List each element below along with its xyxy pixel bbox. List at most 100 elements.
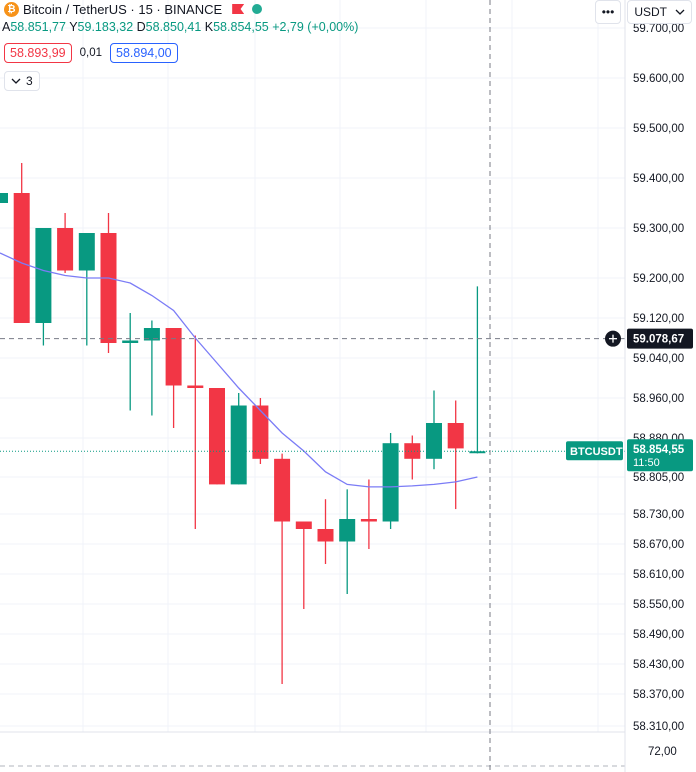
candle [252, 398, 269, 464]
candle [339, 489, 356, 594]
low-label: D [136, 20, 146, 34]
candle-body [382, 443, 399, 522]
market-open-icon [252, 4, 263, 14]
crosshair-price-label: 59.078,67 [633, 334, 684, 346]
price-axis[interactable]: 59.700,00 59.600,00 59.500,00 59.400,00 59.3… [566, 0, 696, 772]
chart-grid [0, 0, 625, 767]
candle-body [187, 385, 204, 388]
price-tick-label: 58.960,00 [633, 393, 684, 405]
close-label: K [204, 20, 214, 34]
open-value: 58.851,77 [10, 20, 66, 34]
bitcoin-icon: ₿ [4, 1, 19, 17]
price-tick-label: 58.730,00 [633, 509, 684, 521]
price-tick-label: 59.040,00 [633, 353, 684, 365]
symbol-header: ₿ Bitcoin / TetherUS · 15 · BINANCE [4, 0, 263, 18]
low-value: 58.850,41 [145, 20, 202, 34]
high-value: 59.183,32 [77, 20, 134, 34]
candle-body [13, 193, 30, 323]
candle [187, 335, 204, 529]
candle-body [165, 328, 182, 386]
candle [57, 213, 74, 273]
candle-body [469, 451, 486, 454]
indicators-toggle[interactable]: 3 [4, 71, 40, 91]
candle-body [143, 328, 160, 341]
candle [100, 213, 117, 353]
candle [360, 479, 377, 549]
high-label: Y [69, 20, 78, 34]
price-tick-label: 59.500,00 [633, 123, 684, 135]
candle-body [209, 388, 225, 485]
price-tick-label: 58.805,00 [633, 472, 684, 484]
indicator-count: 3 [26, 74, 33, 88]
last-price-label-bg [627, 439, 693, 472]
candle [382, 433, 399, 529]
spread-value: 0,01 [79, 47, 102, 59]
candle [165, 328, 182, 428]
symbol-label-bg [566, 441, 623, 461]
candle [317, 499, 334, 564]
buy-button[interactable]: 58.894,00 [110, 43, 178, 63]
symbol-label: BTCUSDT [570, 446, 623, 458]
candle-body [122, 340, 139, 343]
close-value: 58.854,55 [213, 20, 269, 34]
trade-buttons: 58.893,99 0,01 58.894,00 [4, 43, 178, 63]
price-tick-label: 58.490,00 [633, 629, 684, 641]
candle-body [295, 521, 312, 529]
plus-circle-icon[interactable] [605, 330, 621, 347]
price-tick-label: 59.700,00 [633, 23, 684, 35]
candle-body [100, 233, 117, 343]
crosshair-price-label-bg [627, 328, 693, 349]
candlestick-series [0, 163, 486, 684]
candle [13, 163, 30, 323]
price-tick-label: 58.550,00 [633, 599, 684, 611]
candle-body [274, 458, 291, 522]
candle [143, 320, 160, 416]
candle [295, 521, 312, 609]
price-tick-label: 58.370,00 [633, 689, 684, 701]
candle-body [404, 443, 421, 459]
price-tick-label: 59.120,00 [633, 313, 684, 325]
currency-select[interactable]: USDT [627, 0, 692, 24]
price-axis-background [625, 0, 696, 772]
chevron-down-icon [675, 9, 685, 15]
candle [426, 390, 442, 470]
candle-body [426, 423, 442, 459]
more-button[interactable]: ••• [594, 0, 622, 24]
candle [230, 393, 247, 485]
candle [469, 286, 486, 454]
countdown-label: 11:50 [633, 457, 660, 469]
candle-body [35, 228, 52, 323]
candle-body [252, 405, 269, 459]
top-toolbar: ••• USDT [594, 0, 692, 24]
volume-tick-label: 72,00 [648, 746, 677, 758]
candle [0, 193, 8, 203]
flag-icon[interactable] [232, 4, 245, 14]
candle [35, 228, 52, 346]
change-value: +2,79 (+0,00%) [272, 20, 359, 34]
moving-average-line [0, 252, 478, 488]
candle-body [230, 405, 247, 485]
sell-button[interactable]: 58.893,99 [4, 43, 72, 63]
price-tick-label: 59.300,00 [633, 223, 684, 235]
price-tick-label: 59.400,00 [633, 173, 684, 185]
candle-body [57, 228, 74, 271]
candle-body [317, 529, 334, 542]
candle-body [339, 519, 356, 542]
symbol-title[interactable]: Bitcoin / TetherUS · 15 · BINANCE [23, 1, 223, 17]
candle [274, 453, 291, 684]
candle [78, 233, 95, 346]
last-price-label: 58.854,55 [633, 444, 685, 456]
candle [404, 435, 421, 480]
price-tick-label: 59.200,00 [633, 273, 684, 285]
currency-value: USDT [634, 5, 667, 19]
candle-body [447, 423, 464, 449]
price-tick-label: 58.610,00 [633, 569, 684, 581]
candle [122, 313, 139, 411]
price-tick-label: 58.670,00 [633, 539, 684, 551]
candle-body [0, 193, 8, 203]
price-tick-label: 59.600,00 [633, 73, 684, 85]
candle [209, 388, 225, 485]
candle-body [360, 519, 377, 522]
candle-body [78, 233, 95, 271]
